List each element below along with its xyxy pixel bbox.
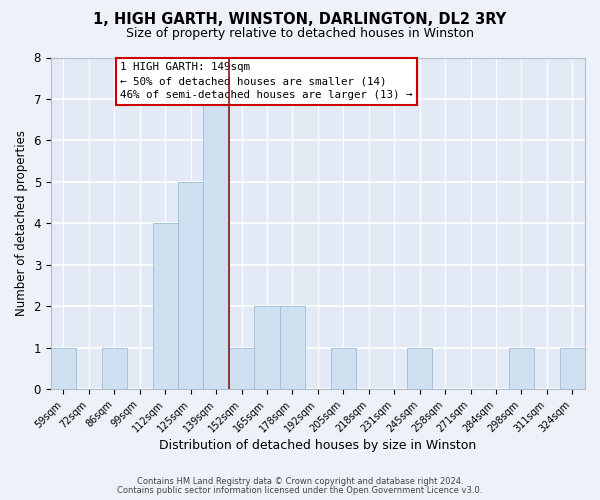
Bar <box>509 348 534 390</box>
Bar <box>229 348 254 390</box>
Text: 1 HIGH GARTH: 149sqm
← 50% of detached houses are smaller (14)
46% of semi-detac: 1 HIGH GARTH: 149sqm ← 50% of detached h… <box>120 62 413 100</box>
Bar <box>254 306 280 390</box>
Bar <box>51 348 76 390</box>
Text: Contains HM Land Registry data © Crown copyright and database right 2024.: Contains HM Land Registry data © Crown c… <box>137 477 463 486</box>
Bar <box>178 182 203 390</box>
Bar <box>280 306 305 390</box>
Text: Size of property relative to detached houses in Winston: Size of property relative to detached ho… <box>126 28 474 40</box>
Bar <box>101 348 127 390</box>
Bar <box>407 348 433 390</box>
X-axis label: Distribution of detached houses by size in Winston: Distribution of detached houses by size … <box>159 440 476 452</box>
Bar <box>152 224 178 390</box>
Bar <box>203 99 229 390</box>
Text: 1, HIGH GARTH, WINSTON, DARLINGTON, DL2 3RY: 1, HIGH GARTH, WINSTON, DARLINGTON, DL2 … <box>94 12 506 28</box>
Y-axis label: Number of detached properties: Number of detached properties <box>15 130 28 316</box>
Bar <box>331 348 356 390</box>
Text: Contains public sector information licensed under the Open Government Licence v3: Contains public sector information licen… <box>118 486 482 495</box>
Bar <box>560 348 585 390</box>
